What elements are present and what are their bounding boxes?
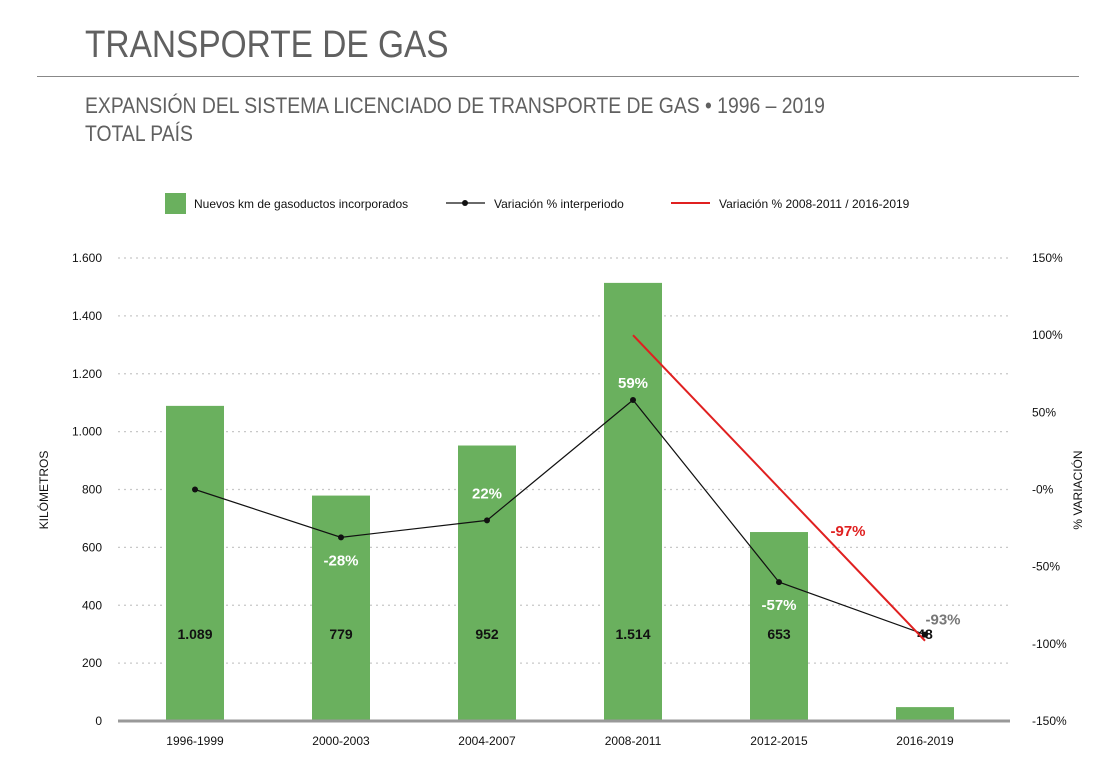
y-tick-label: 0 — [95, 714, 102, 728]
y2-tick-label: 50% — [1032, 405, 1056, 419]
y2-axis-label: % VARIACIÓN — [1070, 450, 1085, 529]
chart-subtitle: EXPANSIÓN DEL SISTEMA LICENCIADO DE TRAN… — [85, 93, 825, 118]
x-tick-label: 2004-2007 — [458, 734, 516, 748]
bar-value-label: 779 — [329, 626, 353, 642]
legend: Nuevos km de gasoductos incorporados Var… — [165, 193, 910, 214]
bar-value-label: 1.089 — [177, 626, 212, 642]
bar — [312, 495, 370, 721]
y2-tick-label: -100% — [1032, 637, 1067, 651]
variation-point — [776, 579, 782, 586]
x-tick-label: 2012-2015 — [750, 734, 808, 748]
bar — [604, 282, 662, 721]
title-divider — [37, 76, 1079, 77]
variation-label: 22% — [472, 485, 502, 502]
variation-point — [922, 631, 928, 638]
y-tick-label: 1.200 — [72, 367, 102, 381]
y-tick-label: 800 — [82, 483, 102, 497]
y2-tick-label: 150% — [1032, 251, 1063, 265]
bar-value-label: 1.514 — [615, 626, 650, 642]
y-tick-label: 600 — [82, 540, 102, 554]
variation-label: 59% — [618, 375, 648, 392]
x-tick-label: 2008-2011 — [605, 734, 662, 748]
y2-tick-label: 100% — [1032, 328, 1063, 342]
red-variation-label: -97% — [830, 523, 865, 540]
bar-value-label: 653 — [767, 626, 791, 642]
y-tick-label: 1.400 — [72, 309, 102, 323]
bar — [458, 445, 516, 721]
legend-label-red: Variación % 2008-2011 / 2016-2019 — [719, 197, 910, 211]
bar — [896, 707, 954, 721]
variation-label: -28% — [323, 552, 358, 569]
variation-point — [192, 486, 198, 493]
bar-value-label: 952 — [475, 626, 499, 642]
y-tick-label: 1.000 — [72, 425, 102, 439]
legend-label-bars: Nuevos km de gasoductos incorporados — [194, 197, 408, 211]
legend-marker — [462, 200, 468, 206]
legend-label-variation: Variación % interperiodo — [494, 197, 624, 211]
bar — [166, 405, 224, 721]
legend-swatch-bars — [165, 193, 186, 214]
x-tick-label: 2016-2019 — [896, 734, 954, 748]
y-tick-label: 200 — [82, 656, 102, 670]
y-axis-label: KILÓMETROS — [36, 451, 51, 530]
y-tick-label: 400 — [82, 598, 102, 612]
y2-tick-label: -0% — [1032, 483, 1054, 497]
y2-tick-label: -150% — [1032, 714, 1067, 728]
variation-point — [630, 396, 636, 403]
bar — [750, 532, 808, 721]
variation-label: -93% — [925, 612, 960, 629]
page-title: TRANSPORTE DE GAS — [85, 24, 449, 66]
chart-subtitle-2: TOTAL PAÍS — [85, 121, 193, 146]
red-variation-line — [632, 334, 926, 642]
variation-point — [338, 534, 344, 541]
y-tick-label: 1.600 — [72, 251, 102, 265]
variation-label: -57% — [761, 597, 796, 614]
variation-point — [484, 517, 490, 524]
x-tick-label: 2000-2003 — [312, 734, 370, 748]
y2-tick-label: -50% — [1032, 560, 1060, 574]
x-tick-label: 1996-1999 — [166, 734, 224, 748]
variation-line — [194, 399, 926, 636]
